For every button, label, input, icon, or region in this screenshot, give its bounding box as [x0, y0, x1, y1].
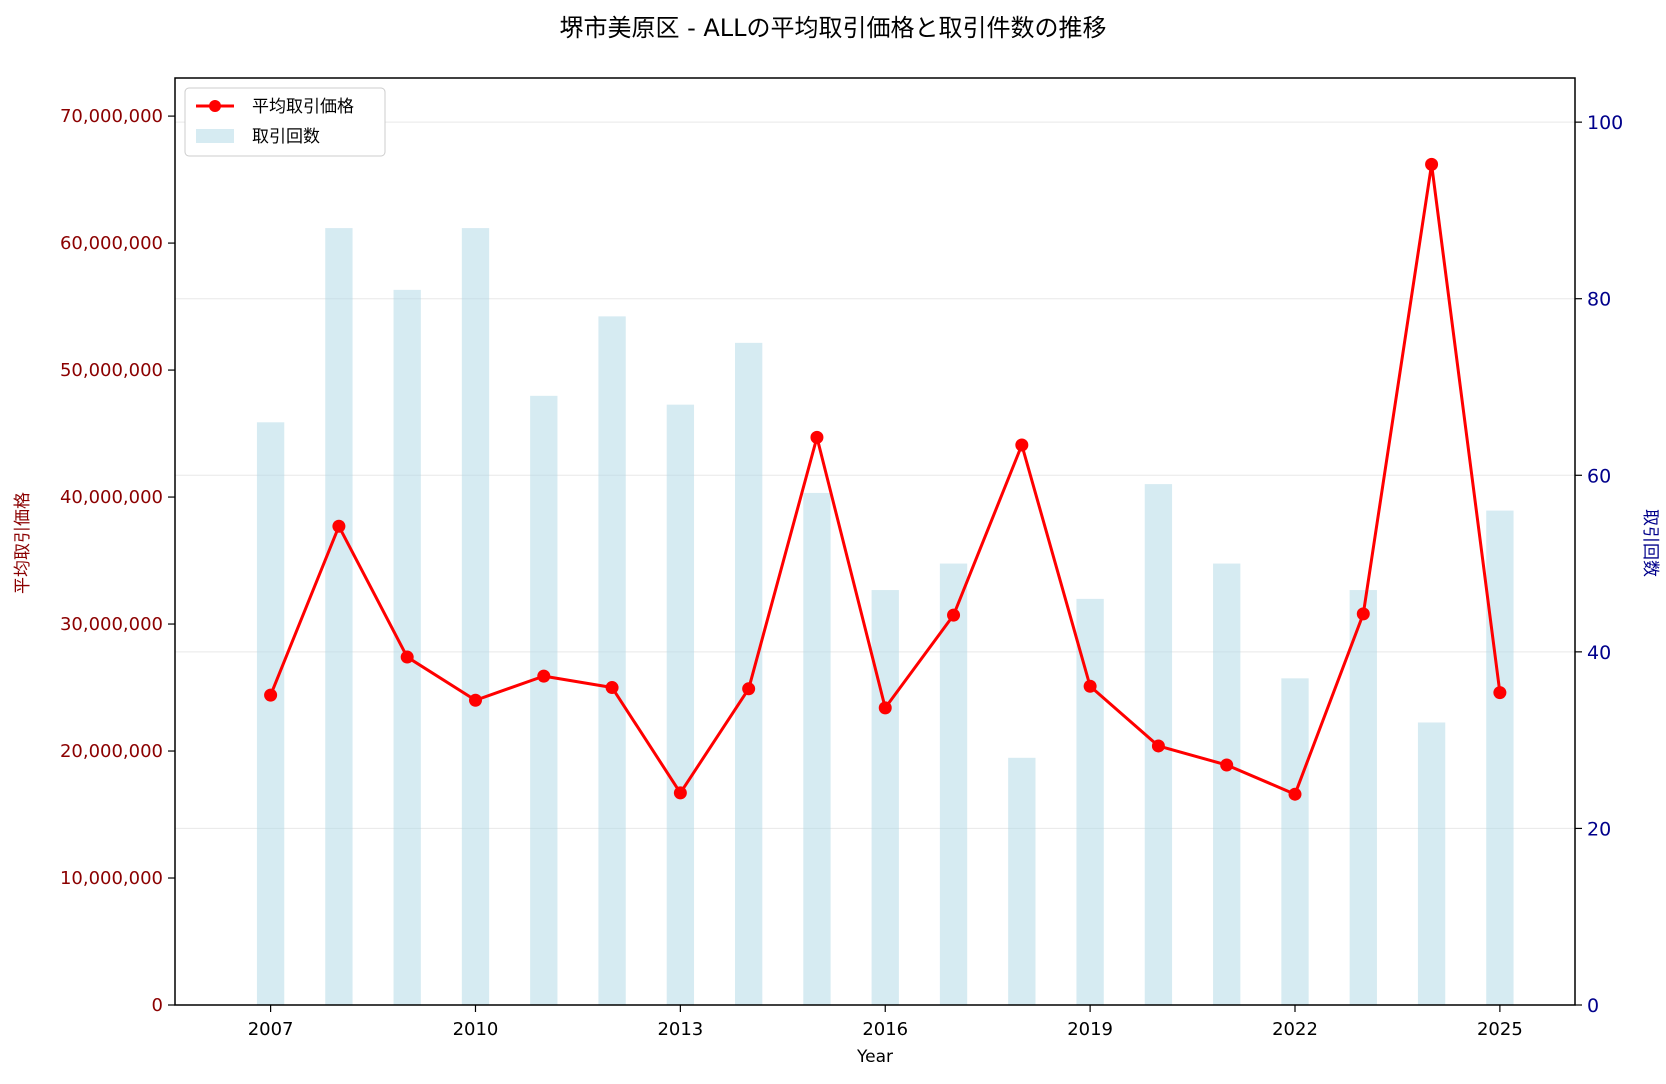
- count-bar: [1076, 598, 1104, 1005]
- count-bar: [393, 289, 421, 1005]
- chart-title: 堺市美原区 - ALLの平均取引価格と取引件数の推移: [559, 14, 1106, 42]
- left-tick-label: 40,000,000: [60, 487, 163, 508]
- right-y-axis: 0 20 40 60 80 100: [1575, 112, 1623, 1017]
- plot-frame: [174, 77, 1576, 1006]
- x-tick-label: 2013: [657, 1019, 703, 1040]
- legend: 平均取引価格 取引回数: [184, 87, 386, 157]
- count-bar: [598, 316, 626, 1005]
- price-point: [1288, 787, 1302, 801]
- left-tick-label: 50,000,000: [60, 360, 163, 381]
- price-point: [742, 682, 756, 696]
- left-tick-label: 0: [152, 995, 163, 1016]
- price-point: [1356, 607, 1370, 621]
- price-point: [332, 519, 346, 533]
- left-y-axis: 0 10,000,000 20,000,000 30,000,000 40,000,00…: [60, 106, 175, 1016]
- count-bar: [939, 563, 968, 1005]
- price-point: [878, 701, 892, 715]
- right-y-axis-label: 取引回数: [1640, 509, 1660, 577]
- x-axis: 2007 2010 2013 2016 2019 2022 2025: [248, 1005, 1523, 1040]
- count-bar: [1281, 678, 1309, 1005]
- price-point: [468, 693, 482, 707]
- left-tick-label: 20,000,000: [60, 741, 163, 762]
- count-bar: [735, 342, 763, 1005]
- right-tick-label: 60: [1587, 465, 1611, 487]
- left-tick-label: 70,000,000: [60, 106, 163, 127]
- count-bar: [1417, 722, 1446, 1005]
- bar-series: [256, 228, 1514, 1006]
- price-point: [400, 650, 414, 664]
- price-point: [1083, 679, 1097, 693]
- count-bar: [325, 228, 353, 1006]
- legend-line-dot: [209, 100, 221, 112]
- count-bar: [1486, 510, 1514, 1005]
- count-bar: [666, 404, 695, 1006]
- count-bar: [256, 422, 285, 1005]
- right-tick-label: 20: [1587, 818, 1611, 840]
- price-point: [1493, 686, 1507, 700]
- price-point: [947, 608, 961, 622]
- count-bar: [1213, 563, 1241, 1005]
- price-point: [605, 681, 619, 695]
- left-tick-label: 60,000,000: [60, 233, 163, 254]
- legend-label-count: 取引回数: [252, 127, 320, 147]
- right-tick-label: 80: [1587, 289, 1611, 311]
- count-bar: [461, 228, 490, 1006]
- price-point: [537, 669, 551, 683]
- right-tick-label: 0: [1587, 995, 1599, 1017]
- price-point: [264, 688, 278, 702]
- x-tick-label: 2007: [248, 1019, 294, 1040]
- x-tick-label: 2022: [1272, 1019, 1318, 1040]
- count-bar: [1349, 590, 1377, 1005]
- count-bar: [1008, 757, 1036, 1005]
- price-point: [1425, 157, 1439, 171]
- x-tick-label: 2010: [453, 1019, 499, 1040]
- price-point: [1015, 438, 1029, 452]
- line-series: [264, 157, 1507, 801]
- count-bar: [530, 395, 558, 1005]
- x-axis-label: Year: [856, 1047, 893, 1067]
- left-tick-label: 10,000,000: [60, 868, 163, 889]
- count-bar: [871, 590, 899, 1005]
- legend-bar-marker: [196, 129, 234, 143]
- x-tick-label: 2025: [1477, 1019, 1523, 1040]
- price-point: [673, 786, 687, 800]
- legend-box: [184, 87, 386, 157]
- right-tick-label: 100: [1587, 112, 1623, 134]
- x-tick-label: 2016: [862, 1019, 908, 1040]
- left-y-axis-label: 平均取引価格: [13, 492, 33, 594]
- count-bar: [803, 492, 831, 1005]
- price-point: [810, 430, 824, 444]
- price-point: [1220, 758, 1234, 772]
- right-tick-label: 40: [1587, 642, 1611, 664]
- price-point: [1151, 739, 1165, 753]
- x-tick-label: 2019: [1067, 1019, 1113, 1040]
- legend-label-price: 平均取引価格: [252, 97, 354, 117]
- left-tick-label: 30,000,000: [60, 614, 163, 635]
